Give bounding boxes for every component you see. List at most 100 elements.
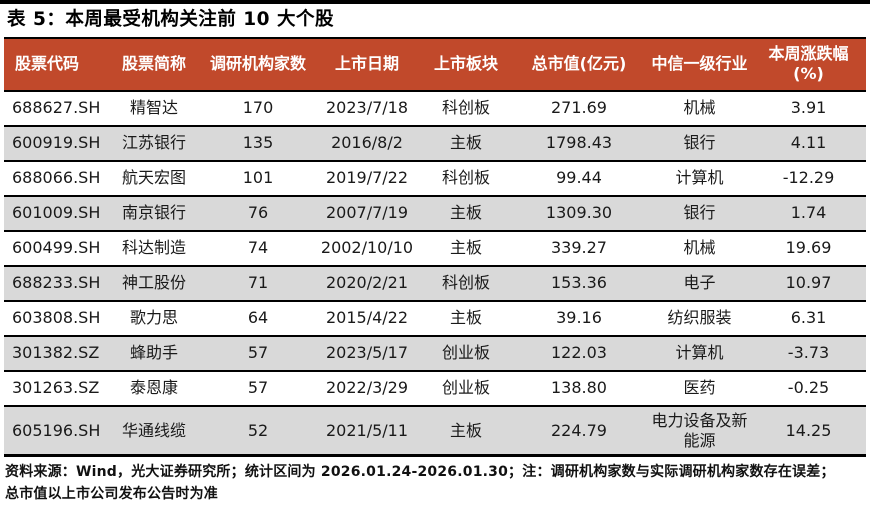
cell: 计算机: [648, 160, 751, 197]
cell: 6.31: [751, 300, 866, 337]
column-header-4: 上市板块: [422, 36, 510, 92]
cell: 蜂助手: [104, 335, 204, 372]
cell: 10.97: [751, 265, 866, 302]
table-row: 603808.SH 歌力思 64 2015/4/22 主板 39.16 纺织服装 6.31: [4, 300, 866, 337]
cell: 机械: [648, 230, 751, 267]
cell: 2023/7/18: [312, 90, 422, 127]
cell: 688233.SH: [4, 265, 104, 302]
cell: 航天宏图: [104, 160, 204, 197]
cell: 52: [204, 405, 312, 458]
table-row: 600919.SH 江苏银行 135 2016/8/2 主板 1798.43 银行 4.11: [4, 125, 866, 162]
cell: -12.29: [751, 160, 866, 197]
cell: 创业板: [422, 370, 510, 407]
cell: 301263.SZ: [4, 370, 104, 407]
cell: -0.25: [751, 370, 866, 407]
header-row: 股票代码 股票简称 调研机构家数 上市日期 上市板块 总市值(亿元) 中信一级行业 本周涨跌幅…: [4, 36, 866, 92]
table-row: 688066.SH 航天宏图 101 2019/7/22 科创板 99.44 计算机 -12.…: [4, 160, 866, 197]
cell: 银行: [648, 195, 751, 232]
table-row: 688627.SH 精智达 170 2023/7/18 科创板 271.69 机械 3.91: [4, 90, 866, 127]
cell: 2015/4/22: [312, 300, 422, 337]
cell: 2020/2/21: [312, 265, 422, 302]
cell: 170: [204, 90, 312, 127]
cell: 电力设备及新能源: [648, 405, 751, 458]
cell: 2023/5/17: [312, 335, 422, 372]
cell: 主板: [422, 230, 510, 267]
source-note: 资料来源：Wind，光大证券研究所；统计区间为 2026.01.24-2026.…: [5, 464, 835, 503]
cell: 688066.SH: [4, 160, 104, 197]
cell: 603808.SH: [4, 300, 104, 337]
table-row: 605196.SH 华通线缆 52 2021/5/11 主板 224.79 电力设备及新能源…: [4, 405, 866, 458]
cell: 主板: [422, 405, 510, 458]
cell: 医药: [648, 370, 751, 407]
cell: 605196.SH: [4, 405, 104, 458]
cell: 银行: [648, 125, 751, 162]
cell: 1309.30: [510, 195, 648, 232]
cell: 64: [204, 300, 312, 337]
cell: 主板: [422, 125, 510, 162]
cell: 600919.SH: [4, 125, 104, 162]
cell: 19.69: [751, 230, 866, 267]
stocks-table: 股票代码 股票简称 调研机构家数 上市日期 上市板块 总市值(亿元) 中信一级行业 本周涨跌幅…: [4, 36, 866, 458]
table-row: 301382.SZ 蜂助手 57 2023/5/17 创业板 122.03 计算机 -3.73: [4, 335, 866, 372]
table-row: 688233.SH 神工股份 71 2020/2/21 科创板 153.36 电子 10.97: [4, 265, 866, 302]
table-row: 601009.SH 南京银行 76 2007/7/19 主板 1309.30 银行 1.74: [4, 195, 866, 232]
table-body: 688627.SH 精智达 170 2023/7/18 科创板 271.69 机械 3.91 6…: [4, 90, 866, 458]
cell: 1.74: [751, 195, 866, 232]
column-header-0: 股票代码: [4, 36, 104, 92]
cell: 153.36: [510, 265, 648, 302]
cell: 创业板: [422, 335, 510, 372]
cell: 主板: [422, 195, 510, 232]
cell: 101: [204, 160, 312, 197]
column-header-7: 本周涨跌幅 (%): [751, 36, 866, 92]
cell: 电子: [648, 265, 751, 302]
cell: 601009.SH: [4, 195, 104, 232]
cell: 57: [204, 335, 312, 372]
cell: 3.91: [751, 90, 866, 127]
cell: 2007/7/19: [312, 195, 422, 232]
cell: -3.73: [751, 335, 866, 372]
cell: 74: [204, 230, 312, 267]
cell: 600499.SH: [4, 230, 104, 267]
cell: 2022/3/29: [312, 370, 422, 407]
cell: 华通线缆: [104, 405, 204, 458]
cell: 122.03: [510, 335, 648, 372]
cell: 科创板: [422, 90, 510, 127]
cell: 4.11: [751, 125, 866, 162]
cell: 301382.SZ: [4, 335, 104, 372]
column-header-1: 股票简称: [104, 36, 204, 92]
cell: 271.69: [510, 90, 648, 127]
cell: 2002/10/10: [312, 230, 422, 267]
column-header-6: 中信一级行业: [648, 36, 751, 92]
table-title: 表 5：本周最受机构关注前 10 大个股: [7, 9, 334, 30]
cell: 688627.SH: [4, 90, 104, 127]
cell: 主板: [422, 300, 510, 337]
cell: 339.27: [510, 230, 648, 267]
cell: 99.44: [510, 160, 648, 197]
column-header-5: 总市值(亿元): [510, 36, 648, 92]
cell: 江苏银行: [104, 125, 204, 162]
cell: 1798.43: [510, 125, 648, 162]
cell: 2019/7/22: [312, 160, 422, 197]
cell: 14.25: [751, 405, 866, 458]
cell: 科创板: [422, 265, 510, 302]
cell: 精智达: [104, 90, 204, 127]
cell: 57: [204, 370, 312, 407]
cell: 76: [204, 195, 312, 232]
cell: 2016/8/2: [312, 125, 422, 162]
cell: 科达制造: [104, 230, 204, 267]
cell: 224.79: [510, 405, 648, 458]
table-row: 600499.SH 科达制造 74 2002/10/10 主板 339.27 机械 19.69: [4, 230, 866, 267]
cell: 39.16: [510, 300, 648, 337]
cell: 纺织服装: [648, 300, 751, 337]
cell: 科创板: [422, 160, 510, 197]
cell: 机械: [648, 90, 751, 127]
top-accent-bar: [0, 0, 870, 4]
cell: 南京银行: [104, 195, 204, 232]
cell: 71: [204, 265, 312, 302]
cell: 歌力思: [104, 300, 204, 337]
table-row: 301263.SZ 泰恩康 57 2022/3/29 创业板 138.80 医药 -0.25: [4, 370, 866, 407]
table-header: 股票代码 股票简称 调研机构家数 上市日期 上市板块 总市值(亿元) 中信一级行业 本周涨跌幅…: [4, 36, 866, 92]
cell: 135: [204, 125, 312, 162]
cell: 神工股份: [104, 265, 204, 302]
cell: 计算机: [648, 335, 751, 372]
